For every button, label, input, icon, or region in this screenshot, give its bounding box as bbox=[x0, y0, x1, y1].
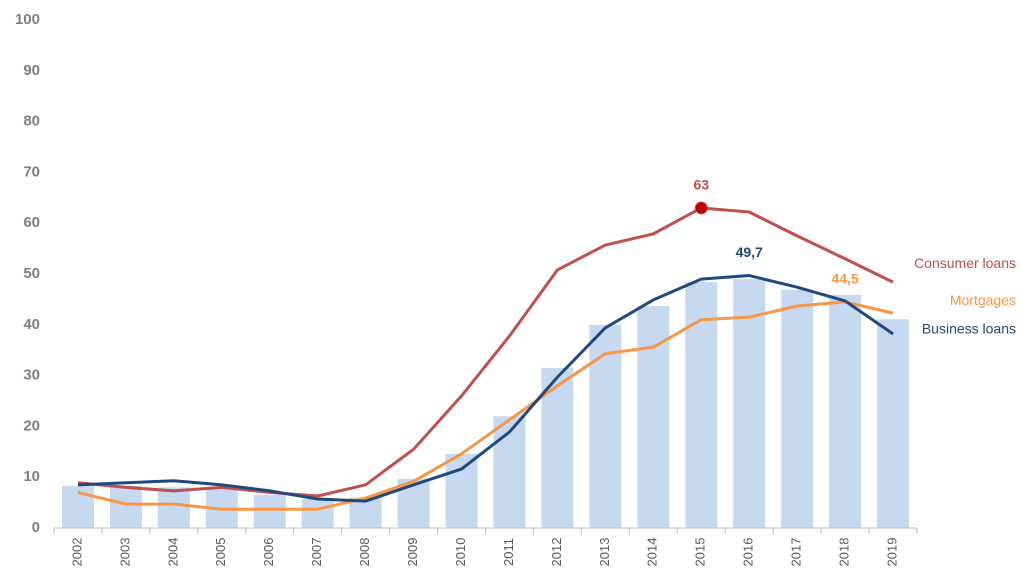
x-tick-label: 2015 bbox=[693, 538, 708, 567]
x-tick-label: 2004 bbox=[165, 538, 180, 567]
series-label: Mortgages bbox=[950, 292, 1016, 308]
bar bbox=[157, 487, 190, 528]
bar bbox=[685, 282, 718, 528]
x-tick-label: 2012 bbox=[549, 538, 564, 567]
line-series bbox=[77, 300, 894, 511]
bar bbox=[253, 494, 286, 528]
data-label: 44,5 bbox=[831, 271, 858, 287]
y-tick-label: 60 bbox=[23, 214, 40, 231]
x-tick-label: 2009 bbox=[405, 538, 420, 567]
x-tick-label: 2016 bbox=[741, 538, 756, 567]
point-marker bbox=[694, 201, 708, 215]
x-tick-label: 2002 bbox=[69, 538, 84, 567]
y-tick-label: 10 bbox=[23, 468, 40, 485]
x-tick-label: 2007 bbox=[309, 538, 324, 567]
line-series bbox=[77, 274, 894, 503]
bar bbox=[589, 324, 622, 528]
bar bbox=[109, 485, 142, 528]
series-label: Consumer loans bbox=[914, 255, 1016, 271]
bar bbox=[61, 485, 94, 528]
data-label: 49,7 bbox=[736, 244, 763, 260]
bar bbox=[877, 319, 910, 528]
data-label: 63 bbox=[693, 177, 709, 193]
series-label: Business loans bbox=[922, 321, 1016, 337]
bar bbox=[637, 306, 670, 528]
bar bbox=[733, 279, 766, 528]
y-tick-label: 0 bbox=[32, 519, 40, 536]
y-tick-label: 40 bbox=[23, 316, 40, 333]
x-tick-label: 2006 bbox=[261, 538, 276, 567]
y-tick-label: 80 bbox=[23, 113, 40, 130]
x-tick-label: 2003 bbox=[117, 538, 132, 567]
x-tick-label: 2018 bbox=[837, 538, 852, 567]
y-tick-label: 50 bbox=[23, 265, 40, 282]
x-tick-label: 2019 bbox=[884, 538, 899, 567]
bar bbox=[829, 294, 862, 528]
bar bbox=[301, 499, 334, 528]
bar bbox=[781, 289, 814, 528]
x-tick-label: 2013 bbox=[597, 538, 612, 567]
line-series bbox=[77, 206, 894, 498]
y-tick-label: 20 bbox=[23, 417, 40, 434]
x-tick-label: 2005 bbox=[213, 538, 228, 567]
y-tick-label: 100 bbox=[15, 11, 40, 28]
x-tick-label: 2010 bbox=[453, 538, 468, 567]
x-tick-label: 2014 bbox=[645, 538, 660, 567]
y-tick-label: 90 bbox=[23, 62, 40, 79]
x-tick-label: 2008 bbox=[357, 538, 372, 567]
y-tick-label: 70 bbox=[23, 163, 40, 180]
x-tick-label: 2017 bbox=[789, 538, 804, 567]
x-tick-label: 2011 bbox=[501, 538, 516, 566]
y-tick-label: 30 bbox=[23, 367, 40, 384]
bar bbox=[445, 453, 478, 528]
bar bbox=[349, 497, 382, 528]
bar bbox=[493, 416, 526, 528]
